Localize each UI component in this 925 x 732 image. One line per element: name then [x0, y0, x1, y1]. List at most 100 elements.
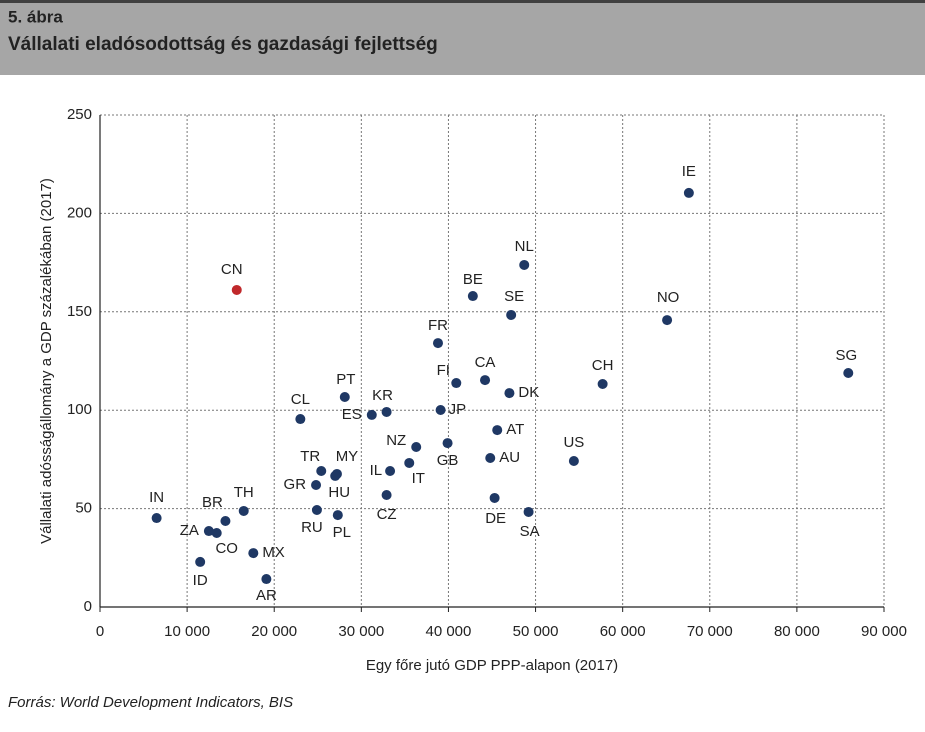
point	[683, 187, 694, 198]
point	[489, 492, 500, 503]
point	[485, 453, 496, 464]
point	[311, 504, 322, 515]
point	[231, 284, 242, 295]
point-label: PL	[333, 524, 351, 541]
point	[432, 338, 443, 349]
point-label: IN	[149, 489, 164, 506]
point	[568, 455, 579, 466]
chart-title: Vállalati eladósodottság és gazdasági fe…	[8, 34, 438, 55]
point-label: GB	[437, 452, 459, 469]
y-axis-label: Vállalati adósságállomány a GDP százalék…	[38, 178, 55, 544]
x-tick-label: 10 000	[164, 623, 210, 640]
point-label: SE	[504, 288, 524, 305]
point-label: DK	[518, 384, 539, 401]
point	[381, 406, 392, 417]
x-tick-label: 40 000	[425, 623, 471, 640]
point-label: CN	[221, 261, 243, 278]
x-axis-label: Egy főre jutó GDP PPP-alapon (2017)	[366, 657, 618, 674]
point-label: SG	[835, 347, 857, 364]
x-tick-label: 50 000	[513, 623, 559, 640]
point-label: RU	[301, 519, 323, 536]
point-label: IL	[370, 462, 383, 479]
point-label: DE	[485, 510, 506, 527]
point	[238, 505, 249, 516]
point	[451, 378, 462, 389]
point-label: CA	[475, 354, 496, 371]
point	[506, 309, 517, 320]
point-label: BE	[463, 271, 483, 288]
point	[248, 548, 259, 559]
x-tick-label: 90 000	[861, 623, 907, 640]
point	[411, 442, 422, 453]
point-label: FI	[437, 362, 450, 379]
point-label: IT	[412, 470, 425, 487]
y-tick-label: 100	[67, 401, 92, 418]
x-tick-label: 20 000	[251, 623, 297, 640]
point-label: AT	[506, 421, 524, 438]
point	[203, 526, 214, 537]
point-label: ZA	[180, 522, 199, 539]
point	[504, 388, 515, 399]
point	[295, 414, 306, 425]
point-label: TH	[234, 484, 254, 501]
point	[366, 409, 377, 420]
point	[211, 528, 222, 539]
point	[404, 457, 415, 468]
point-label: CL	[291, 391, 310, 408]
point-label: GR	[284, 476, 307, 493]
x-tick-label: 60 000	[600, 623, 646, 640]
y-tick-label: 150	[67, 303, 92, 320]
point	[662, 315, 673, 326]
point	[339, 392, 350, 403]
point	[435, 405, 446, 416]
point	[195, 556, 206, 567]
point-label: FR	[428, 317, 448, 334]
point	[442, 438, 453, 449]
point-label: JP	[449, 401, 467, 418]
point	[385, 466, 396, 477]
point	[220, 515, 231, 526]
point	[523, 506, 534, 517]
point-label: CO	[215, 540, 238, 557]
point-label: ID	[193, 572, 208, 589]
point	[519, 259, 530, 270]
y-tick-label: 250	[67, 106, 92, 123]
y-tick-label: 200	[67, 204, 92, 221]
y-tick-label: 0	[84, 598, 92, 615]
figure-label: 5. ábra	[8, 7, 63, 26]
point	[597, 379, 608, 390]
point-label: NZ	[386, 432, 406, 449]
x-tick-label: 0	[96, 623, 104, 640]
point-label: PT	[336, 371, 355, 388]
point-label: ES	[342, 406, 362, 423]
point	[311, 479, 322, 490]
point	[843, 368, 854, 379]
point-label: HU	[328, 484, 350, 501]
x-tick-label: 30 000	[338, 623, 384, 640]
point-label: SA	[520, 523, 540, 540]
point-label: TR	[300, 448, 320, 465]
point-label: AU	[499, 449, 520, 466]
point-label: NL	[515, 238, 534, 255]
point-label: BR	[202, 494, 223, 511]
point-label: CZ	[377, 506, 397, 523]
point	[261, 574, 272, 585]
x-tick-label: 70 000	[687, 623, 733, 640]
point-label: CH	[592, 357, 614, 374]
point-label: MX	[262, 544, 285, 561]
point-label: MY	[336, 448, 359, 465]
point	[381, 490, 392, 501]
point	[316, 466, 327, 477]
point	[332, 510, 343, 521]
point	[467, 291, 478, 302]
source-note: Forrás: World Development Indicators, BI…	[8, 694, 293, 711]
point-label: IE	[682, 163, 696, 180]
point-label: AR	[256, 587, 277, 604]
x-tick-label: 80 000	[774, 623, 820, 640]
point	[330, 470, 341, 481]
y-tick-label: 50	[75, 500, 92, 517]
point	[480, 375, 491, 386]
point-label: US	[563, 434, 584, 451]
point	[492, 425, 503, 436]
